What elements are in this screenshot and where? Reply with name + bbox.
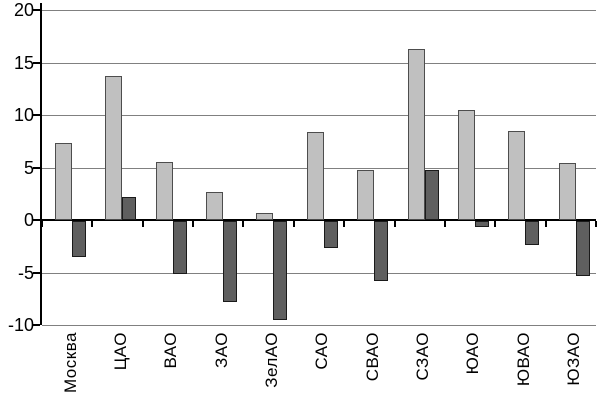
x-category-label: ЮВАО — [514, 332, 533, 387]
y-axis-tick — [33, 324, 40, 326]
gridline — [42, 272, 596, 274]
bar-light — [55, 143, 72, 220]
gridline — [42, 62, 596, 64]
x-axis-tick — [142, 221, 144, 227]
y-tick-label: -5 — [17, 262, 34, 283]
bar-light — [105, 76, 122, 220]
gridline — [42, 115, 596, 116]
y-tick-label: 10 — [13, 105, 34, 125]
x-category-label: Москва — [61, 332, 80, 394]
x-axis-tick — [444, 221, 446, 227]
x-category-label: ЗАО — [212, 332, 231, 368]
bar-dark — [173, 221, 187, 274]
x-axis-tick — [494, 221, 496, 227]
x-category-label: ВАО — [161, 332, 180, 369]
y-axis-tick — [33, 166, 40, 169]
y-tick-label: 0 — [23, 210, 34, 230]
gridline — [42, 325, 596, 326]
x-axis-tick — [595, 221, 597, 227]
x-category-label: ЦАО — [111, 332, 130, 371]
x-category-label: САО — [312, 332, 331, 370]
bar-dark — [72, 221, 86, 257]
x-category-label: СВАО — [363, 332, 382, 382]
x-axis-tick — [91, 221, 93, 227]
y-axis-tick — [33, 271, 40, 274]
zero-axis-line — [42, 219, 596, 221]
bar-dark — [425, 170, 439, 220]
bar-light — [357, 170, 374, 220]
y-tick-label: 20 — [13, 0, 34, 20]
x-axis-tick — [545, 221, 547, 227]
bar-light — [508, 131, 525, 220]
y-tick-label: 5 — [23, 157, 34, 178]
x-axis-tick — [343, 221, 345, 227]
x-axis-tick — [192, 221, 194, 227]
y-axis-line — [40, 3, 42, 325]
x-axis-tick — [41, 221, 43, 227]
bar-dark — [273, 221, 287, 320]
x-category-label: ЮАО — [463, 332, 482, 375]
x-category-label: СЗАО — [413, 332, 432, 381]
y-axis-tick — [33, 219, 40, 221]
x-category-label: ЮЗАО — [564, 332, 583, 386]
y-axis-tick — [33, 9, 40, 11]
x-axis-tick — [394, 221, 396, 227]
y-tick-label: 15 — [13, 52, 34, 73]
bar-light — [458, 110, 475, 220]
x-axis-tick — [242, 221, 244, 227]
y-axis-tick — [33, 61, 40, 64]
bar-light — [156, 162, 173, 220]
bar-dark — [576, 221, 590, 276]
x-axis-tick — [293, 221, 295, 227]
bar-light — [408, 49, 425, 220]
bar-light — [307, 132, 324, 220]
bar-dark — [475, 221, 489, 227]
plot-area — [33, 3, 597, 326]
gridline — [42, 10, 596, 11]
y-tick-label: -10 — [7, 315, 34, 335]
bar-dark — [374, 221, 388, 281]
bar-dark — [122, 197, 136, 220]
bar-dark — [525, 221, 539, 245]
bar-light — [256, 213, 273, 220]
bar-light — [559, 163, 576, 220]
bar-dark — [324, 221, 338, 248]
y-axis-tick — [33, 114, 40, 116]
bar-light — [206, 192, 223, 220]
x-category-label: ЗелАО — [262, 332, 281, 388]
bar-dark — [223, 221, 237, 302]
